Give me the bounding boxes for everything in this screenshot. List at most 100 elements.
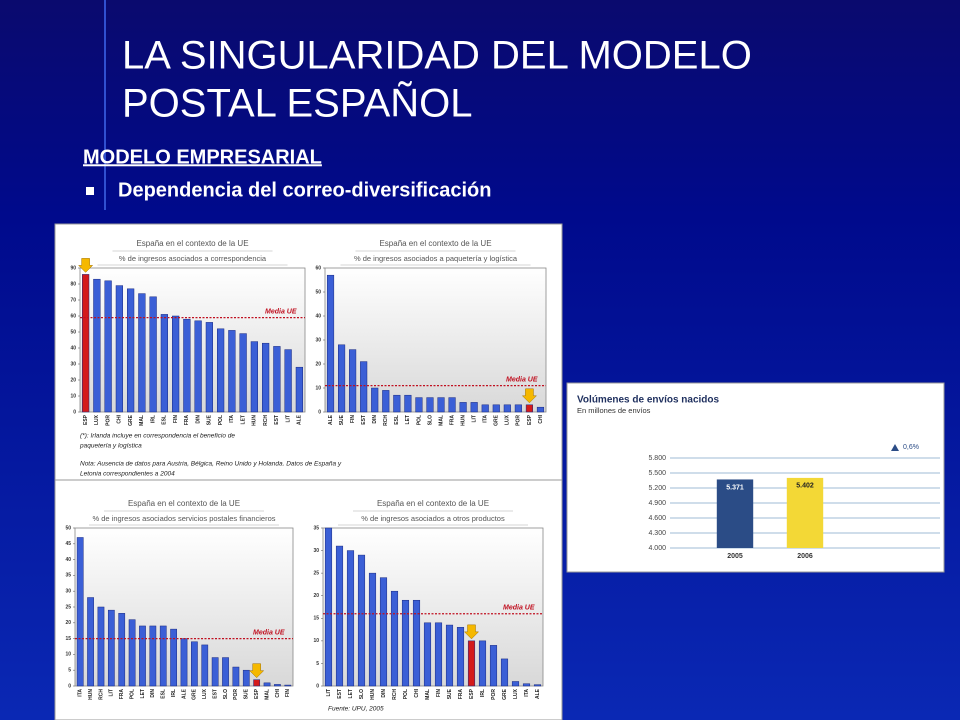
x-tick-label: FRA xyxy=(119,689,125,700)
chart-title: España en el contexto de la UE xyxy=(128,499,240,508)
y-tick-label: 20 xyxy=(70,377,76,383)
x-tick-label: ITA xyxy=(483,415,489,423)
y-tick-label: 50 xyxy=(65,525,71,531)
bar xyxy=(160,314,168,413)
note: Nota: Ausencia de datos para Austria, Bé… xyxy=(80,461,342,468)
x-tick-label: DIN xyxy=(372,415,378,424)
x-tick-label: RCH xyxy=(383,415,389,426)
y-tick-label: 80 xyxy=(70,281,76,287)
bar xyxy=(149,296,157,413)
x-tick-label: POL xyxy=(416,415,422,425)
bar xyxy=(194,320,202,413)
bar xyxy=(159,625,167,687)
x-tick-label: ITA xyxy=(229,415,235,423)
x-tick-label: POR xyxy=(491,689,497,700)
x-tick-label: ALE xyxy=(535,688,541,699)
bar xyxy=(423,622,432,687)
y-tick-label: 60 xyxy=(70,313,76,319)
x-tick-label: EST xyxy=(361,415,367,425)
bar xyxy=(371,387,379,413)
x-tick-label: IRL xyxy=(150,415,156,423)
y-tick-label: 40 xyxy=(70,345,76,351)
x-tick-label: MAL xyxy=(139,415,145,426)
annotation: 0,6% xyxy=(903,444,919,451)
bar xyxy=(118,613,126,687)
bar xyxy=(211,657,219,687)
value-label: 5.402 xyxy=(796,483,814,490)
bar xyxy=(525,404,533,413)
bar xyxy=(434,622,443,687)
bar xyxy=(349,349,357,413)
y-tick-label: 60 xyxy=(315,265,321,271)
chart-title: España en el contexto de la UE xyxy=(136,239,248,248)
y-tick-label: 35 xyxy=(65,573,71,579)
pointer-arrow xyxy=(463,624,480,640)
bar xyxy=(149,625,157,687)
x-tick-label: ESL xyxy=(394,415,400,425)
bar xyxy=(357,554,366,687)
x-tick-label: HUN xyxy=(252,415,258,426)
y-tick-label: 50 xyxy=(315,289,321,295)
x-tick-label: LUX xyxy=(202,688,208,699)
chart-subtitle: % de ingresos asociados a correspondenci… xyxy=(119,254,267,263)
x-tick-label: LIT xyxy=(472,415,478,423)
bar xyxy=(180,638,188,687)
bar xyxy=(415,397,423,413)
pointer-arrow xyxy=(521,388,538,404)
bar xyxy=(324,527,333,687)
x-tick-label: LET xyxy=(140,689,146,698)
y-tick-label: 10 xyxy=(315,385,321,391)
bar xyxy=(390,590,399,687)
y-tick-label: 0 xyxy=(316,683,319,689)
chart-subtitle: % de ingresos asociados servicios postal… xyxy=(92,514,275,523)
bar xyxy=(368,572,377,687)
bar xyxy=(87,597,94,687)
x-tick-label: IRL xyxy=(480,689,486,697)
bar xyxy=(82,274,90,413)
bar xyxy=(382,390,390,413)
x-tick-label: CHI xyxy=(414,688,420,697)
bar xyxy=(467,640,476,687)
bar xyxy=(253,679,261,687)
y-tick-label: 40 xyxy=(315,313,321,319)
bar xyxy=(183,318,191,413)
chart-subtitle: % de ingresos asociados a otros producto… xyxy=(361,514,505,523)
x-tick-label: POL xyxy=(403,689,409,699)
x-tick-label: RCH xyxy=(392,689,398,700)
bar xyxy=(262,342,270,413)
y-tick-label: 40 xyxy=(65,557,71,563)
y-tick-label: 4.000 xyxy=(648,545,666,552)
y-tick-label: 4.600 xyxy=(648,515,666,522)
bar xyxy=(379,577,388,687)
y-tick-label: 25 xyxy=(313,570,319,576)
bar xyxy=(716,479,754,548)
x-tick-label: HUN xyxy=(88,689,94,700)
x-tick-label: POR xyxy=(233,689,239,700)
bar xyxy=(514,404,522,413)
bar xyxy=(139,625,146,687)
y-tick-label: 5 xyxy=(316,661,319,667)
y-tick-label: 5 xyxy=(68,668,71,674)
reference-label: Media UE xyxy=(506,376,538,383)
y-tick-label: 30 xyxy=(313,548,319,554)
bar xyxy=(284,684,292,687)
x-tick-label: MAL xyxy=(264,689,270,700)
y-tick-label: 10 xyxy=(65,652,71,658)
bar xyxy=(242,669,250,687)
bar xyxy=(338,344,346,413)
bar xyxy=(127,288,135,413)
bar xyxy=(205,322,213,413)
y-tick-label: 30 xyxy=(65,589,71,595)
bar xyxy=(459,402,467,413)
bar xyxy=(426,397,434,413)
y-tick-label: 30 xyxy=(70,361,76,367)
x-tick-label: LUX xyxy=(513,688,519,699)
x-tick-label: ITA xyxy=(78,689,84,697)
y-tick-label: 35 xyxy=(313,525,319,531)
y-tick-label: 25 xyxy=(65,604,71,610)
bar xyxy=(170,628,177,687)
y-tick-label: 30 xyxy=(315,337,321,343)
chart-subtitle: % de ingresos asociados a paquetería y l… xyxy=(354,254,518,263)
x-tick-label: ESP xyxy=(527,414,533,425)
